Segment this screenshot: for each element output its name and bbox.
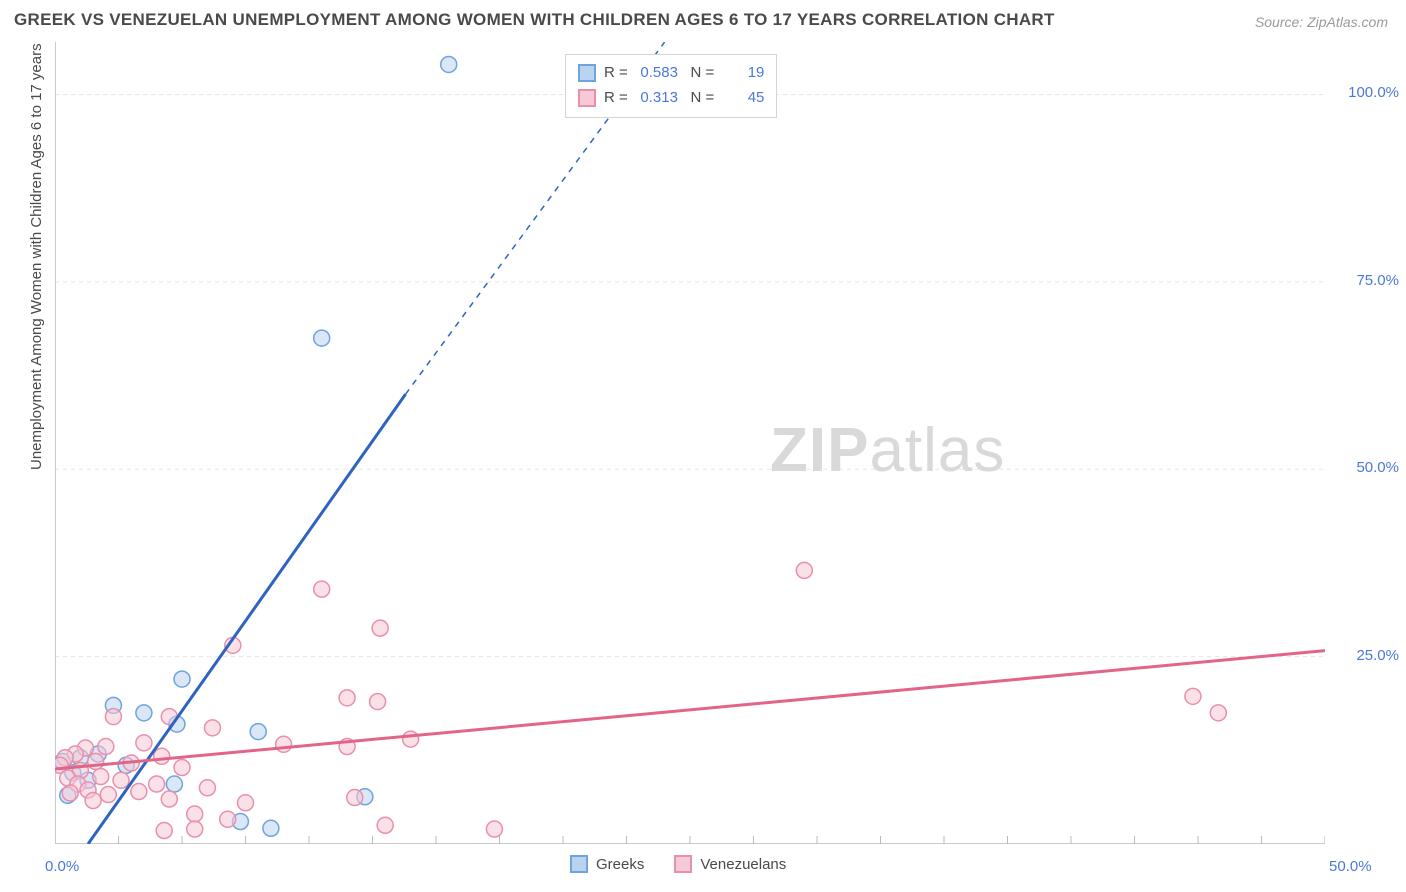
stats-legend-row: R = 0.313 N = 45 (578, 86, 764, 111)
y-tick-label: 50.0% (1329, 459, 1399, 476)
x-tick-label: 50.0% (1329, 858, 1372, 875)
stats-legend-row: R = 0.583 N = 19 (578, 61, 764, 86)
series-legend-item: Venezuelans (674, 855, 786, 873)
legend-swatch (578, 64, 596, 82)
stats-legend-text: R = 0.313 N = 45 (604, 86, 764, 111)
stats-legend: R = 0.583 N = 19R = 0.313 N = 45 (565, 54, 777, 118)
x-tick-label: 0.0% (45, 858, 79, 875)
chart-title: GREEK VS VENEZUELAN UNEMPLOYMENT AMONG W… (14, 10, 1055, 30)
legend-swatch (674, 855, 692, 873)
plot-area (55, 42, 1325, 844)
series-legend-label: Greeks (596, 856, 644, 873)
y-tick-label: 100.0% (1329, 84, 1399, 101)
series-legend-label: Venezuelans (700, 856, 786, 873)
chart-root: GREEK VS VENEZUELAN UNEMPLOYMENT AMONG W… (0, 0, 1406, 892)
series-legend: Greeks Venezuelans (570, 855, 786, 873)
y-tick-label: 75.0% (1329, 272, 1399, 289)
stats-legend-text: R = 0.583 N = 19 (604, 61, 764, 86)
legend-swatch (578, 89, 596, 107)
y-axis-label: Unemployment Among Women with Children A… (28, 43, 45, 470)
series-legend-item: Greeks (570, 855, 644, 873)
y-tick-label: 25.0% (1329, 647, 1399, 664)
source-label: Source: ZipAtlas.com (1255, 14, 1388, 30)
legend-swatch (570, 855, 588, 873)
